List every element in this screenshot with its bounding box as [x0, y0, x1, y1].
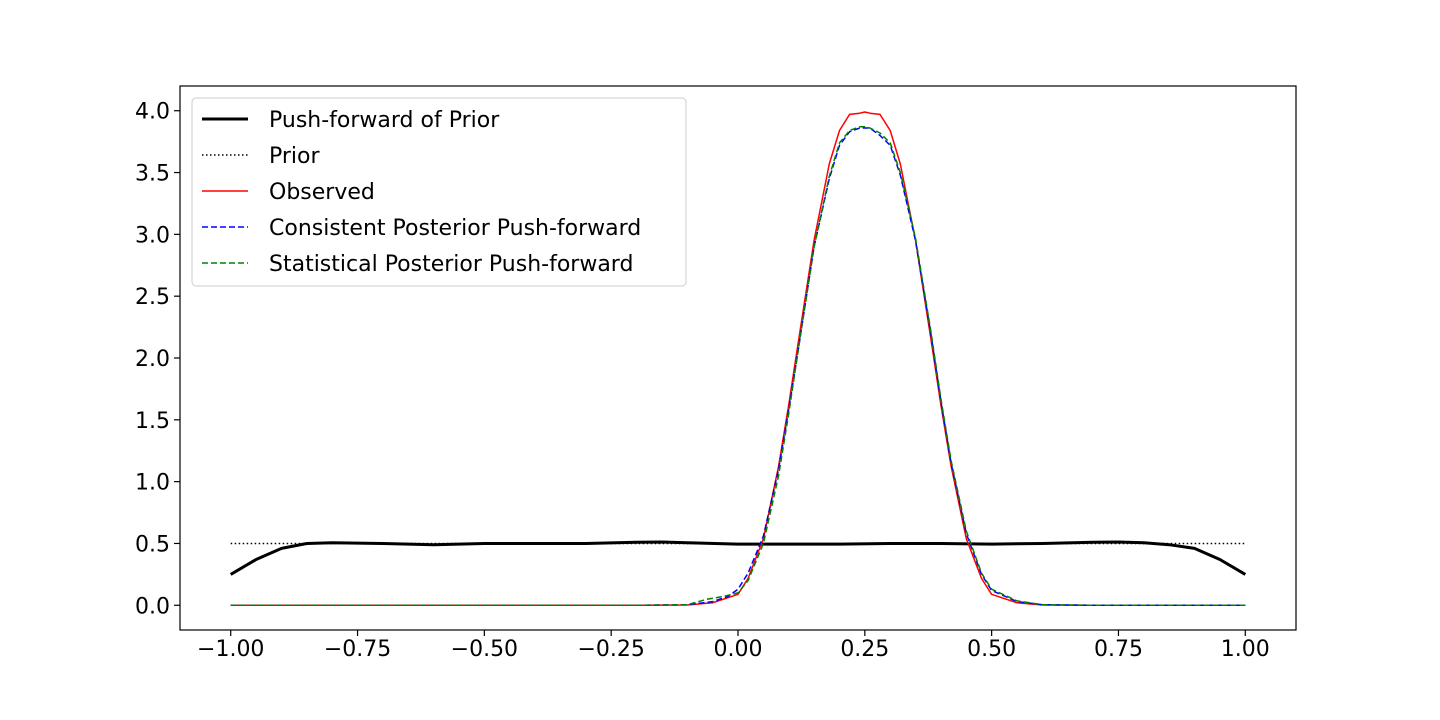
y-tick-label: 0.0: [135, 594, 170, 619]
legend-box: [191, 97, 687, 287]
y-tick-label: 3.5: [135, 162, 170, 187]
series-line-2: [230, 111, 1246, 607]
legend-label: Consistent Posterior Push-forward: [269, 216, 641, 241]
y-tick-label: 1.0: [135, 471, 170, 496]
legend-label: Push-forward of Prior: [269, 108, 500, 133]
x-tick-label: 0.25: [840, 637, 889, 662]
x-tick-label: −1.00: [197, 637, 264, 662]
series-layer: [229, 111, 1247, 607]
legend-label: Statistical Posterior Push-forward: [269, 252, 633, 277]
y-tick-label: 3.0: [135, 223, 170, 248]
legend-label: Prior: [269, 144, 320, 169]
x-tick-label: −0.75: [324, 637, 391, 662]
x-axis-ticks: −1.00 −0.75 −0.50 −0.25 0.00 0.25 0.50 0.75 1.00: [197, 630, 1270, 662]
x-tick-label: 0.00: [714, 637, 763, 662]
x-tick-label: 0.50: [967, 637, 1016, 662]
y-tick-label: 2.0: [135, 347, 170, 372]
y-tick-label: 2.5: [135, 285, 170, 310]
y-tick-label: 1.5: [135, 409, 170, 434]
x-tick-label: −0.25: [577, 637, 644, 662]
y-tick-label: 0.5: [135, 532, 170, 557]
legend: Push-forward of Prior Prior Observed Consis…: [191, 97, 687, 287]
legend-label: Observed: [269, 180, 375, 205]
series-line-3: [230, 127, 1246, 607]
y-tick-label: 4.0: [135, 100, 170, 125]
series-line-0: [229, 540, 1247, 576]
y-axis-ticks: 0.0 0.5 1.0 1.5 2.0 2.5 3.0 3.5 4.0: [135, 100, 180, 619]
series-line-4: [230, 126, 1246, 607]
x-tick-label: 1.00: [1221, 637, 1270, 662]
x-tick-label: 0.75: [1094, 637, 1143, 662]
x-tick-label: −0.50: [451, 637, 518, 662]
